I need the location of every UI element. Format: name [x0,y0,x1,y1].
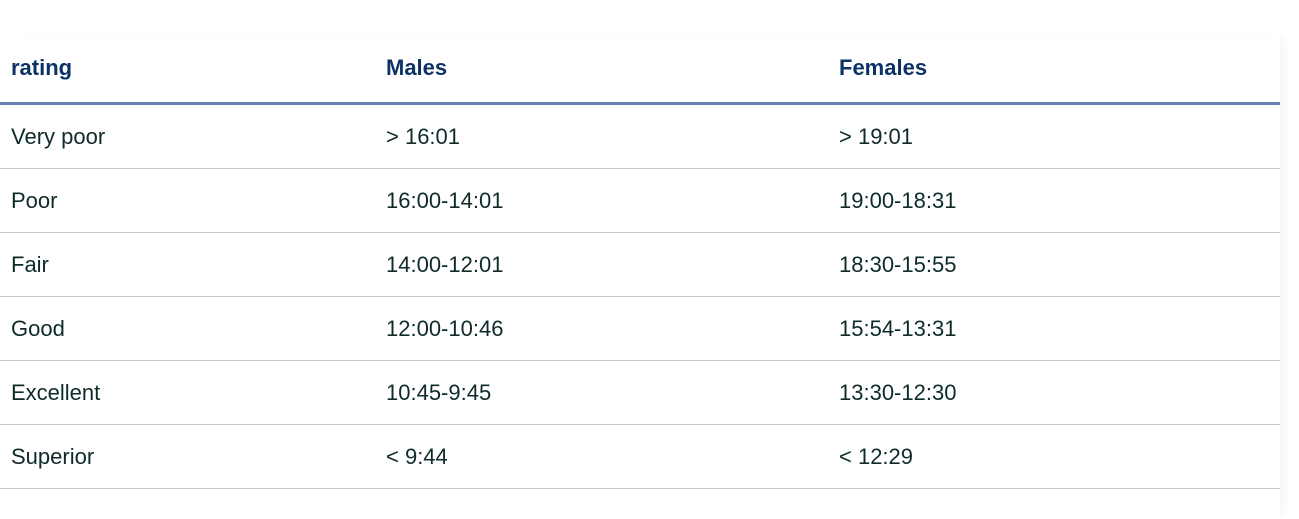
rating-table-container: rating Males Females Very poor > 16:01 >… [0,34,1280,519]
table-row: Superior < 9:44 < 12:29 [0,424,1280,489]
table-header: rating Males Females [0,34,1280,105]
females-cell: 13:30-12:30 [828,360,1280,425]
rating-cell: Very poor [0,103,375,169]
males-cell: 14:00-12:01 [375,232,828,297]
column-header-rating: rating [0,34,375,105]
rating-table: rating Males Females Very poor > 16:01 >… [0,34,1280,489]
column-header-females: Females [828,34,1280,105]
table-row: Poor 16:00-14:01 19:00-18:31 [0,168,1280,233]
females-cell: > 19:01 [828,103,1280,169]
table-row: Good 12:00-10:46 15:54-13:31 [0,296,1280,361]
rating-cell: Poor [0,168,375,233]
males-cell: < 9:44 [375,424,828,489]
table-body: Very poor > 16:01 > 19:01 Poor 16:00-14:… [0,103,1280,489]
males-cell: > 16:01 [375,103,828,169]
header-row: rating Males Females [0,34,1280,105]
females-cell: 18:30-15:55 [828,232,1280,297]
males-cell: 10:45-9:45 [375,360,828,425]
females-cell: 15:54-13:31 [828,296,1280,361]
rating-cell: Good [0,296,375,361]
females-cell: < 12:29 [828,424,1280,489]
rating-cell: Fair [0,232,375,297]
table-row: Excellent 10:45-9:45 13:30-12:30 [0,360,1280,425]
rating-cell: Excellent [0,360,375,425]
table-row: Very poor > 16:01 > 19:01 [0,103,1280,169]
males-cell: 16:00-14:01 [375,168,828,233]
rating-cell: Superior [0,424,375,489]
table-row: Fair 14:00-12:01 18:30-15:55 [0,232,1280,297]
males-cell: 12:00-10:46 [375,296,828,361]
column-header-males: Males [375,34,828,105]
females-cell: 19:00-18:31 [828,168,1280,233]
